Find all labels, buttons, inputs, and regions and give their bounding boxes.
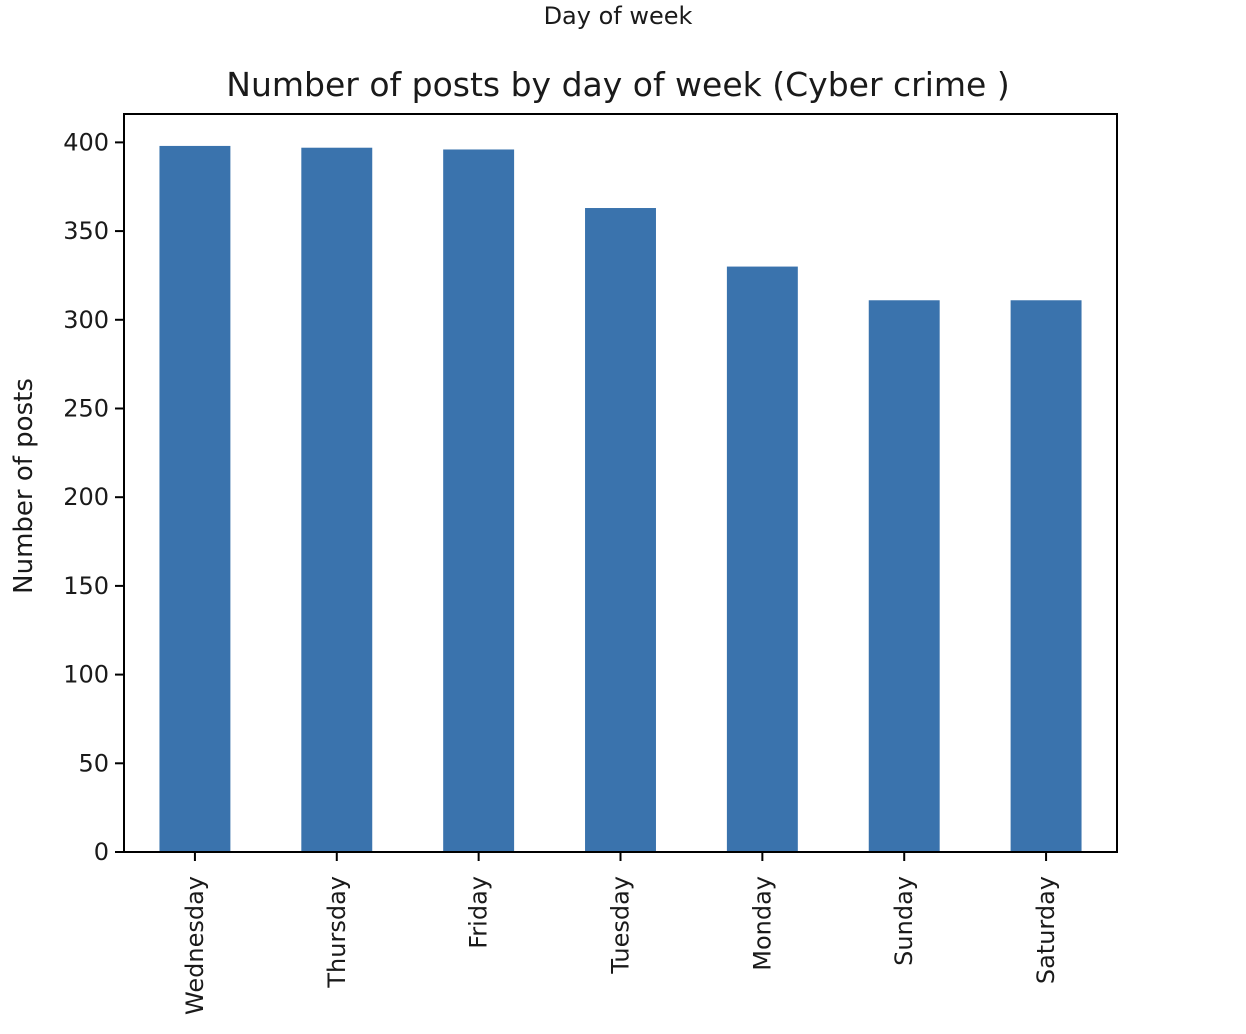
bar-sunday bbox=[868, 300, 940, 852]
x-tick-label: Tuesday bbox=[607, 876, 635, 975]
bar-monday bbox=[726, 266, 798, 852]
y-axis-label: Number of posts bbox=[9, 378, 39, 594]
bar-wednesday bbox=[159, 145, 231, 852]
y-tick-label: 100 bbox=[63, 661, 109, 689]
y-tick-label: 50 bbox=[78, 749, 109, 777]
axes-layer: 0 50 100 150 200 250 300 350 400 Wednesday Thursda… bbox=[63, 113, 1118, 1015]
top-label: Day of week bbox=[544, 2, 693, 30]
bars-layer bbox=[159, 145, 1082, 853]
bar-friday bbox=[443, 149, 515, 853]
x-tick-label: Wednesday bbox=[181, 876, 209, 1015]
x-tick-label: Sunday bbox=[890, 876, 918, 966]
bar-saturday bbox=[1010, 300, 1082, 852]
bar-thursday bbox=[301, 147, 373, 852]
y-tick-label: 0 bbox=[94, 838, 109, 866]
y-tick-label: 350 bbox=[63, 217, 109, 245]
y-tick-label: 400 bbox=[63, 128, 109, 156]
y-tick-label: 250 bbox=[63, 394, 109, 422]
x-tick-label: Thursday bbox=[323, 876, 351, 989]
y-tick-label: 300 bbox=[63, 306, 109, 334]
y-tick-label: 150 bbox=[63, 572, 109, 600]
x-tick-label: Monday bbox=[748, 876, 776, 971]
chart-title: Number of posts by day of week (Cyber cr… bbox=[226, 65, 1009, 104]
y-tick-label: 200 bbox=[63, 483, 109, 511]
bar-tuesday bbox=[585, 208, 656, 852]
x-tick-label: Friday bbox=[465, 876, 493, 949]
x-tick-label: Saturday bbox=[1032, 876, 1060, 984]
